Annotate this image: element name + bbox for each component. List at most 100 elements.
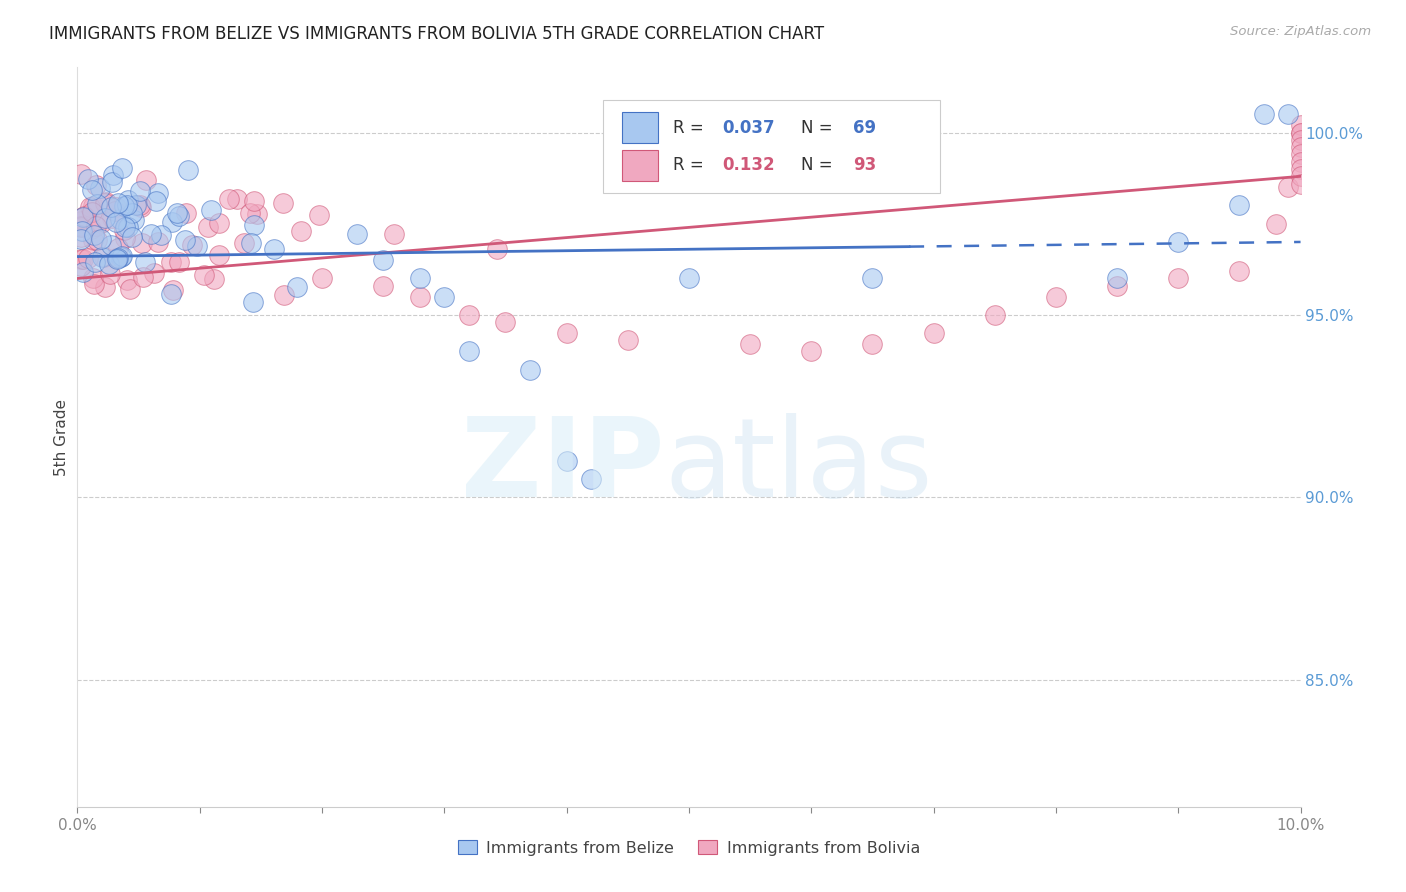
Point bbox=[107, 251, 129, 265]
Point bbox=[740, 337, 762, 351]
Point bbox=[79, 200, 101, 214]
Text: IMMIGRANTS FROM BELIZE VS IMMIGRANTS FROM BOLIVIA 5TH GRADE CORRELATION CHART: IMMIGRANTS FROM BELIZE VS IMMIGRANTS FRO… bbox=[49, 25, 824, 43]
Point bbox=[146, 235, 169, 250]
Point bbox=[169, 255, 191, 269]
Point bbox=[617, 334, 640, 348]
Point bbox=[70, 252, 93, 266]
Point bbox=[242, 218, 264, 232]
Point bbox=[678, 271, 700, 285]
Point bbox=[86, 233, 108, 247]
Point bbox=[1253, 107, 1275, 121]
Point bbox=[166, 205, 188, 219]
FancyBboxPatch shape bbox=[603, 100, 939, 193]
Point bbox=[129, 200, 152, 214]
Point bbox=[70, 230, 93, 244]
Point bbox=[94, 211, 117, 225]
Point bbox=[77, 251, 100, 265]
Point bbox=[107, 241, 129, 255]
Point bbox=[76, 172, 98, 186]
Point bbox=[800, 344, 823, 359]
Point bbox=[121, 230, 143, 244]
Point bbox=[495, 315, 517, 329]
Point bbox=[131, 235, 153, 250]
Point bbox=[1289, 161, 1312, 176]
Legend: Immigrants from Belize, Immigrants from Bolivia: Immigrants from Belize, Immigrants from … bbox=[451, 834, 927, 863]
Point bbox=[1167, 235, 1189, 249]
Text: Source: ZipAtlas.com: Source: ZipAtlas.com bbox=[1230, 25, 1371, 38]
Point bbox=[90, 231, 112, 245]
Point bbox=[240, 236, 263, 251]
Point bbox=[1289, 126, 1312, 140]
Point bbox=[193, 268, 215, 282]
Point bbox=[82, 199, 104, 213]
Point bbox=[287, 280, 309, 294]
Point bbox=[273, 287, 295, 301]
Point bbox=[89, 181, 111, 195]
Point bbox=[82, 271, 104, 285]
Point bbox=[101, 211, 124, 226]
Point bbox=[1277, 180, 1299, 194]
Text: N =: N = bbox=[801, 119, 838, 136]
Point bbox=[111, 249, 134, 263]
Point bbox=[1265, 217, 1288, 231]
Point bbox=[114, 220, 136, 235]
Point bbox=[82, 204, 104, 219]
Point bbox=[118, 282, 141, 296]
Text: atlas: atlas bbox=[665, 413, 934, 520]
Point bbox=[117, 219, 139, 234]
Point bbox=[73, 209, 96, 223]
Point bbox=[104, 252, 127, 266]
Point bbox=[132, 269, 155, 284]
Point bbox=[1289, 169, 1312, 184]
Point bbox=[1045, 290, 1067, 304]
Point bbox=[141, 227, 163, 241]
Point bbox=[105, 215, 128, 229]
Point bbox=[100, 238, 122, 252]
Point bbox=[555, 454, 578, 468]
Point bbox=[70, 232, 93, 246]
Y-axis label: 5th Grade: 5th Grade bbox=[53, 399, 69, 475]
Point bbox=[238, 206, 260, 220]
Point bbox=[100, 200, 122, 214]
Point bbox=[242, 295, 264, 310]
Point bbox=[1107, 278, 1129, 293]
Point bbox=[433, 290, 456, 304]
Point bbox=[1289, 126, 1312, 140]
Point bbox=[922, 326, 945, 340]
Point bbox=[115, 273, 138, 287]
Point bbox=[862, 337, 884, 351]
Point bbox=[173, 233, 195, 247]
Point bbox=[83, 277, 105, 291]
Point bbox=[94, 196, 117, 211]
FancyBboxPatch shape bbox=[621, 150, 658, 181]
Point bbox=[1229, 264, 1251, 278]
Point bbox=[98, 257, 121, 271]
Point bbox=[125, 198, 148, 212]
Point bbox=[311, 271, 333, 285]
Point bbox=[72, 265, 94, 279]
Point bbox=[72, 224, 94, 238]
Point bbox=[115, 198, 138, 212]
Point bbox=[80, 183, 103, 197]
Point bbox=[101, 168, 124, 182]
Point bbox=[145, 194, 167, 208]
Point bbox=[159, 286, 181, 301]
Point bbox=[177, 162, 200, 177]
Point bbox=[82, 233, 104, 247]
Point bbox=[112, 199, 135, 213]
Point bbox=[129, 198, 152, 212]
Point bbox=[519, 362, 541, 376]
Point bbox=[83, 227, 105, 242]
Point bbox=[409, 290, 432, 304]
Point bbox=[112, 223, 135, 237]
Point bbox=[1229, 198, 1251, 212]
Point bbox=[457, 308, 479, 322]
Point bbox=[382, 227, 405, 242]
Point bbox=[862, 271, 884, 285]
Point bbox=[70, 213, 93, 227]
Point bbox=[202, 272, 225, 286]
Point bbox=[91, 250, 114, 264]
Text: N =: N = bbox=[801, 156, 838, 174]
Point bbox=[1289, 147, 1312, 161]
Point bbox=[114, 231, 136, 245]
